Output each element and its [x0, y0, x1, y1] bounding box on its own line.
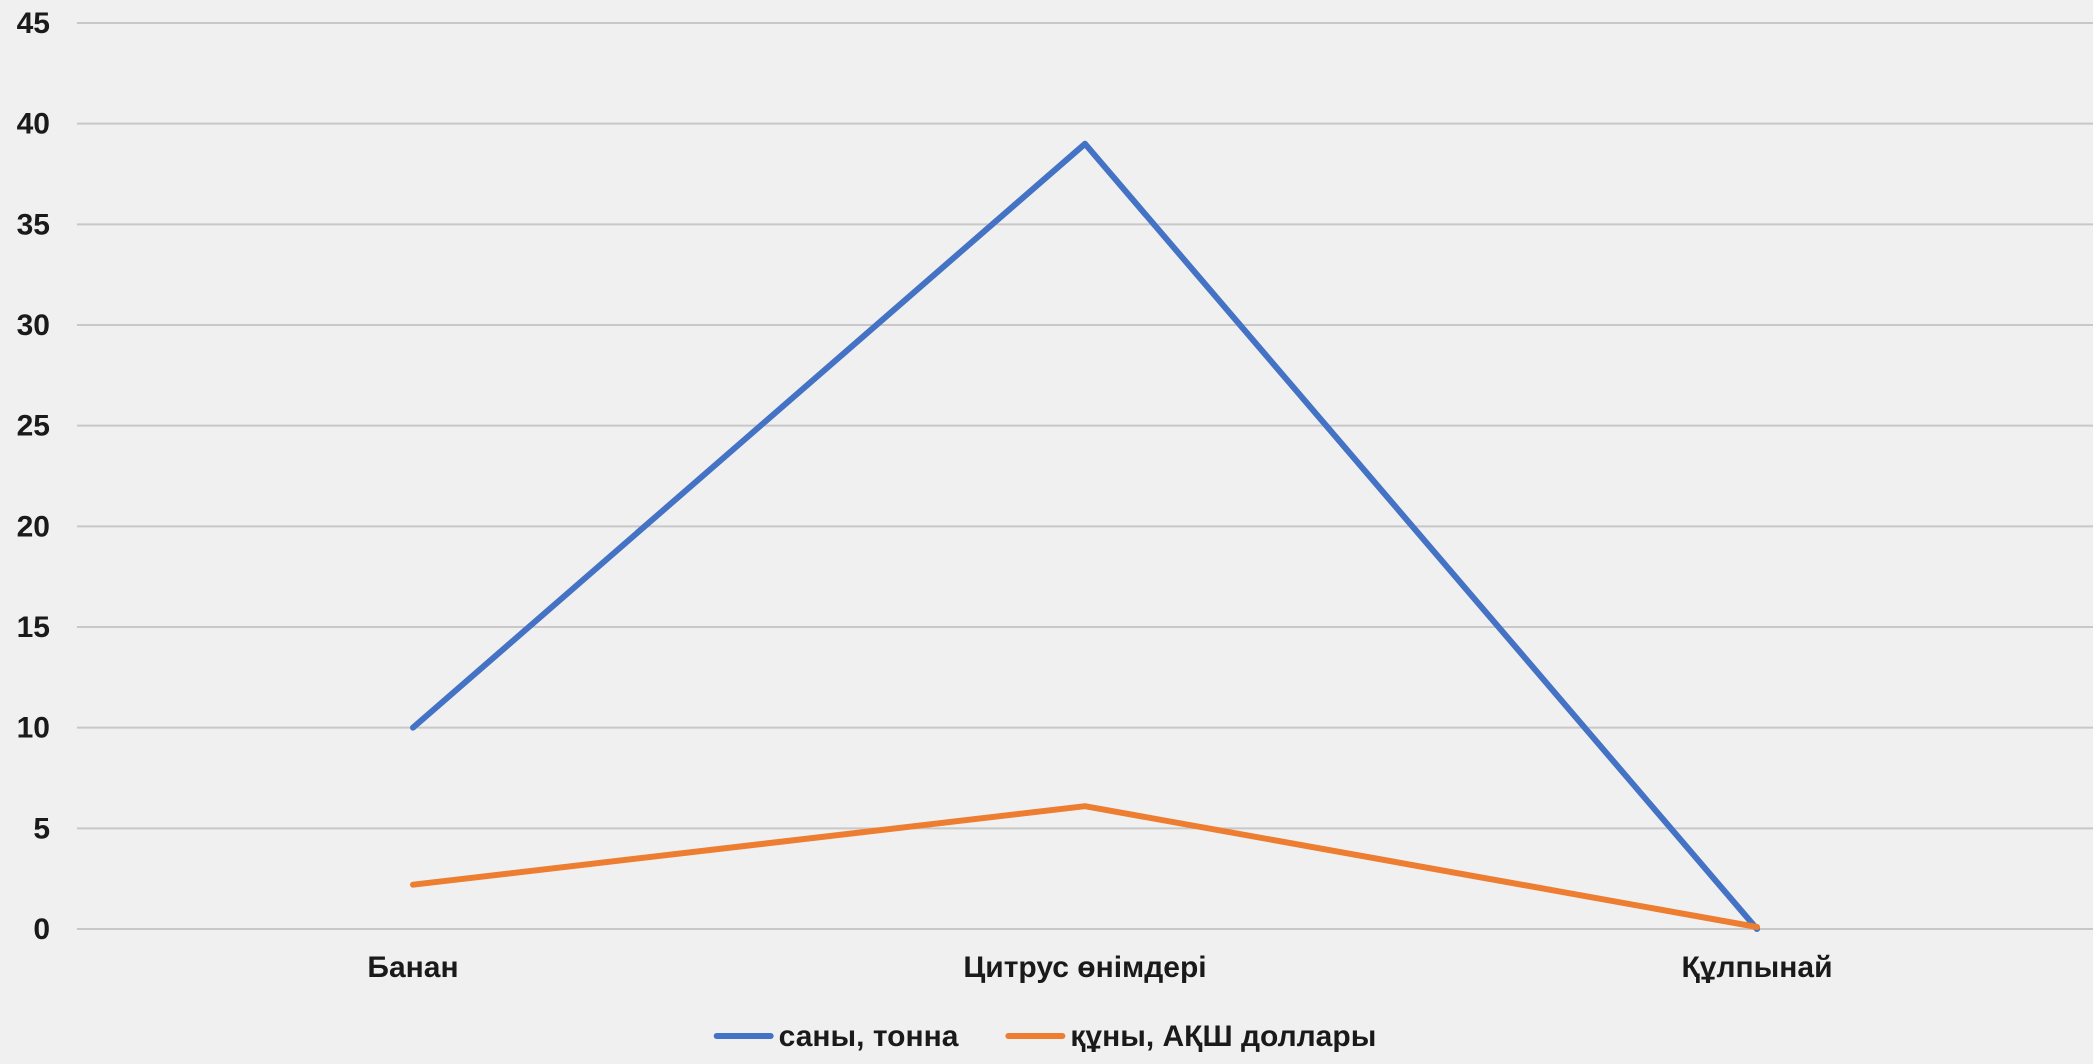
x-category-label: Құлпынай — [1681, 951, 1832, 984]
y-tick-label: 40 — [17, 108, 50, 141]
x-category-label: Цитрус өнімдері — [963, 951, 1206, 984]
legend-item-0: саны, тонна — [713, 1020, 959, 1053]
y-tick-label: 30 — [17, 309, 50, 342]
x-category-label: Банан — [367, 951, 458, 984]
legend-label-0: саны, тонна — [779, 1020, 959, 1053]
y-tick-label: 45 — [17, 7, 50, 40]
y-tick-label: 10 — [17, 712, 50, 745]
y-tick-label: 35 — [17, 208, 50, 241]
series-lines — [410, 140, 1760, 932]
series-line-0 — [410, 140, 1760, 932]
series-line-1 — [410, 803, 1760, 930]
y-tick-label: 5 — [33, 812, 50, 845]
y-tick-label: 0 — [33, 913, 50, 946]
y-tick-label: 20 — [17, 510, 50, 543]
gridlines — [77, 22, 2093, 930]
x-axis-category-labels: Банан Цитрус өнімдері Құлпынай — [367, 951, 1832, 984]
legend-item-1: құны, АҚШ доллары — [1005, 1020, 1376, 1053]
y-axis-tick-labels: 0 5 10 15 20 25 30 35 40 45 — [17, 7, 50, 946]
legend-label-1: құны, АҚШ доллары — [1070, 1020, 1376, 1053]
y-tick-label: 25 — [17, 410, 50, 443]
y-tick-label: 15 — [17, 611, 50, 644]
legend: саны, тонна құны, АҚШ доллары — [713, 1020, 1376, 1053]
